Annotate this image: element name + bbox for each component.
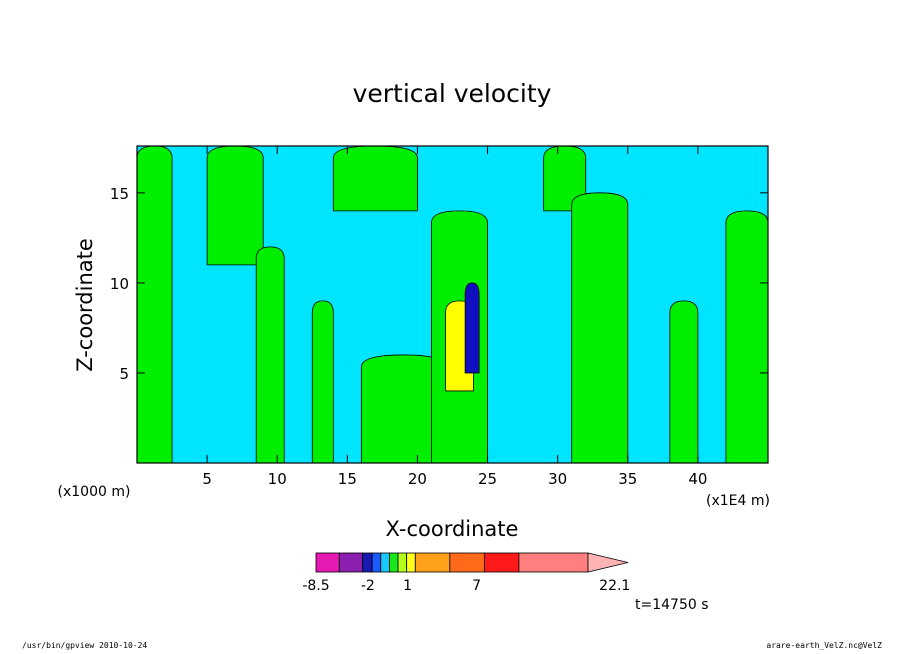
x-axis-unit: (x1E4 m) <box>706 493 770 509</box>
colorbar-label: 7 <box>472 578 481 594</box>
x-tick-label: 30 <box>548 470 567 488</box>
colorbar-swatch-9 <box>449 552 485 573</box>
colorbar-labels: -8.5 -2 1 7 22.1 <box>302 578 630 594</box>
colorbar-label: 1 <box>403 578 412 594</box>
plot-area <box>137 146 768 463</box>
colorbar-swatch-7 <box>406 552 416 573</box>
x-tick-label: 5 <box>202 470 212 488</box>
contour-region-0 <box>137 146 173 463</box>
colorbar-swatch-10 <box>483 552 520 573</box>
x-tick-label: 35 <box>618 470 637 488</box>
colorbar-label: -2 <box>361 578 375 594</box>
y-tick-label: 15 <box>110 185 129 203</box>
x-axis-ticks: 5 10 15 20 25 30 35 40 <box>202 146 707 488</box>
contour-region-12 <box>725 210 768 463</box>
colorbar-swatch-2 <box>362 552 373 573</box>
chart-title: vertical velocity <box>353 79 552 108</box>
y-tick-label: 5 <box>119 365 129 383</box>
plot-frame <box>136 145 769 464</box>
colorbar-label: 22.1 <box>599 578 630 594</box>
y-axis-unit: (x1000 m) <box>58 484 131 500</box>
footer-left: /usr/bin/gpview 2010-10-24 <box>22 641 148 650</box>
x-tick-label: 40 <box>688 470 707 488</box>
colorbar-swatch-6 <box>397 552 408 573</box>
colorbar-label: -8.5 <box>302 578 329 594</box>
colorbar-swatch-5 <box>388 552 399 573</box>
colorbar-swatch-3 <box>371 552 382 573</box>
colorbar-swatch-11 <box>518 552 589 573</box>
footer-right: arare-earth_VelZ.nc@VelZ <box>766 641 882 650</box>
x-tick-label: 15 <box>338 470 357 488</box>
y-axis-label: Z-coordinate <box>73 238 97 372</box>
colorbar <box>315 552 629 573</box>
contour-region-3 <box>311 300 334 463</box>
x-tick-label: 25 <box>478 470 497 488</box>
x-axis-label: X-coordinate <box>386 517 519 541</box>
x-tick-label: 20 <box>408 470 427 488</box>
colorbar-swatch-4 <box>380 552 390 573</box>
contour-region-1 <box>206 146 264 266</box>
colorbar-swatch-12 <box>587 552 629 573</box>
colorbar-swatch-8 <box>414 552 451 573</box>
x-tick-label: 10 <box>268 470 287 488</box>
y-tick-label: 10 <box>110 275 129 293</box>
contour-region-2 <box>255 246 285 463</box>
contour-region-11 <box>669 300 699 463</box>
colorbar-swatch-1 <box>338 552 364 573</box>
y-axis-ticks: 5 10 15 <box>110 185 768 383</box>
contour-region-8 <box>464 282 480 374</box>
colorbar-swatch-0 <box>315 552 340 573</box>
time-label: t=14750 s <box>635 597 709 613</box>
contour-region-4 <box>332 146 418 212</box>
contour-region-10 <box>571 192 629 463</box>
contour-regions <box>137 146 768 463</box>
